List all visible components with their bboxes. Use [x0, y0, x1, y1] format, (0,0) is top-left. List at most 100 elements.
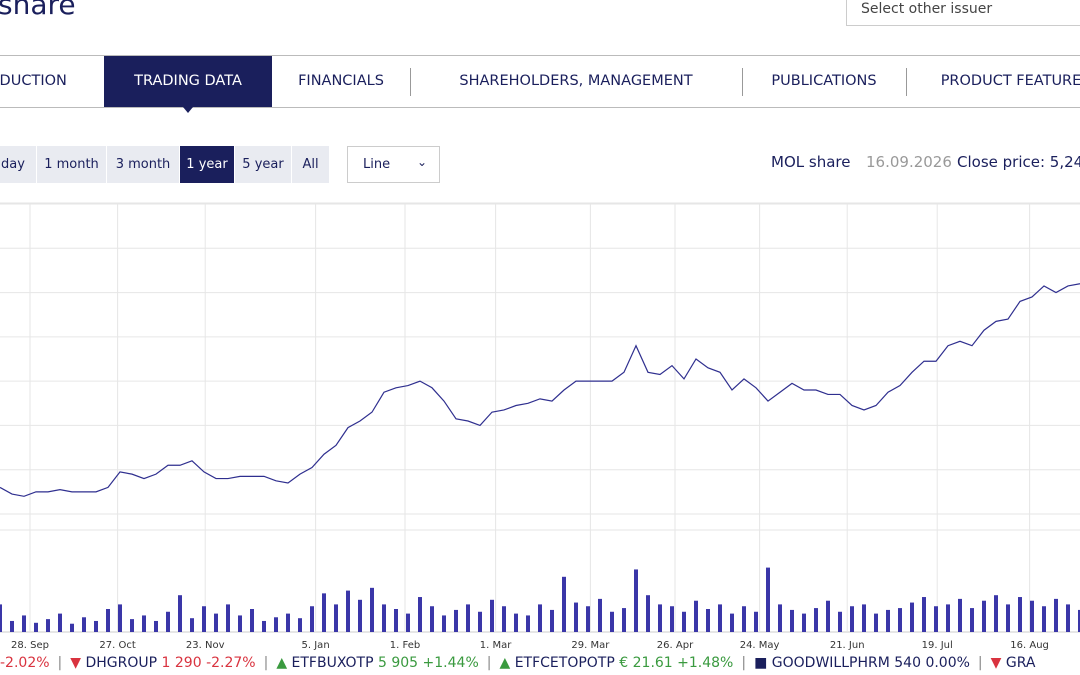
nav-tab[interactable]: TRADING DATA	[104, 56, 272, 107]
volume-bar	[646, 595, 650, 632]
volume-bar	[70, 623, 74, 632]
ticker-arrow: ▲	[499, 655, 515, 671]
tab-separator	[410, 68, 411, 96]
price-line	[0, 283, 1080, 497]
ticker-symbol: ETFCETOPOTP	[514, 655, 615, 671]
volume-bar	[718, 604, 722, 632]
volume-bar	[898, 608, 902, 632]
close-price: Close price: 5,240	[957, 153, 1080, 171]
volume-bar	[778, 604, 782, 632]
volume-bar	[226, 604, 230, 632]
volume-bar	[790, 609, 794, 632]
volume-bar	[982, 600, 986, 632]
volume-bar	[586, 606, 590, 632]
volume-bar	[514, 613, 518, 632]
volume-bar	[958, 598, 962, 632]
volume-bar	[1078, 609, 1080, 632]
volume-bar	[178, 595, 182, 632]
volume-bar	[10, 620, 14, 632]
ticker-item[interactable]: ▲ ETFCETOPOTP € 21.61 +1.48%	[499, 655, 733, 671]
volume-bar	[658, 604, 662, 632]
chevron: ⌄	[416, 155, 427, 169]
volume-bar	[946, 604, 950, 632]
volume-bar	[1030, 600, 1034, 632]
volume-bar	[598, 598, 602, 632]
volume-bar	[238, 615, 242, 632]
volume-bar	[118, 604, 122, 632]
ticker-item[interactable]: ▲ ETFBUXOTP 5 905 +1.44%	[276, 655, 478, 671]
volume-bar	[562, 576, 566, 632]
volume-bar	[622, 608, 626, 632]
volume-bar	[370, 587, 374, 632]
range-button[interactable]: All	[292, 146, 330, 183]
share-name: MOL share	[771, 153, 851, 171]
volume-bar	[826, 600, 830, 632]
ticker-item[interactable]: -2.02%	[0, 655, 50, 671]
issuer-select[interactable]: Select other issuer	[846, 0, 1080, 26]
range-button[interactable]: 1 month	[37, 146, 107, 183]
ticker-item[interactable]: ▼ GRA	[991, 655, 1036, 671]
volume-bar	[634, 569, 638, 632]
volume-bar	[922, 597, 926, 632]
x-tick-label: 1. Feb	[390, 640, 420, 650]
nav-tab[interactable]: ODUCTION	[0, 73, 67, 89]
ticker-separator: |	[263, 655, 269, 671]
volume-bar	[418, 597, 422, 632]
volume-bar	[250, 609, 254, 632]
volume-bar	[490, 599, 494, 632]
x-tick-label: 29. Mar	[571, 640, 610, 650]
ticker-symbol: GRA	[1005, 655, 1036, 671]
tab-separator	[742, 68, 743, 96]
volume-bar	[322, 593, 326, 632]
volume-bar	[874, 613, 878, 632]
chart: 28. Sep 27. Oct 23. Nov 5. Jan 1. Feb 1. Mar 2…	[0, 202, 1080, 650]
volume-bar	[502, 606, 506, 632]
volume-bar	[574, 602, 578, 632]
x-tick-label: 24. May	[740, 640, 780, 650]
ticker-arrow: ■	[754, 655, 772, 671]
ticker-item[interactable]: ▼ DHGROUP 1 290 -2.27%	[70, 655, 255, 671]
nav-tab[interactable]: PUBLICATIONS	[771, 73, 877, 89]
nav-tab[interactable]: FINANCIALS	[298, 73, 384, 89]
volume-bar	[58, 613, 62, 632]
volume-bar	[538, 604, 542, 632]
volume-bar	[1042, 606, 1046, 632]
ticker-separator: |	[57, 655, 63, 671]
page-title: share	[0, 0, 76, 21]
range-button[interactable]: 5 year	[235, 146, 292, 183]
x-tick-label: 16. Aug	[1010, 640, 1049, 650]
volume-bar	[406, 613, 410, 632]
ticker-separator: |	[977, 655, 983, 671]
range-button[interactable]: day	[0, 146, 37, 183]
volume-bar	[682, 611, 686, 632]
volume-bar	[286, 613, 290, 632]
ticker-change: +1.44%	[422, 655, 479, 671]
ticker-separator: |	[486, 655, 492, 671]
ticker-price: 540	[894, 655, 921, 671]
ticker-change: -2.27%	[206, 655, 256, 671]
volume-bar	[130, 619, 134, 632]
volume-bar	[262, 620, 266, 632]
volume-bar	[706, 609, 710, 632]
nav-tab[interactable]: SHAREHOLDERS, MANAGEMENT	[459, 73, 693, 89]
volume-bar	[466, 604, 470, 632]
volume-bar	[1054, 598, 1058, 632]
ticker-bar: -2.02% | ▼ DHGROUP 1 290 -2.27% | ▲ ETFBUXOT…	[0, 655, 1035, 671]
ticker-symbol: GOODWILLPHRM	[771, 655, 890, 671]
range-button[interactable]: 3 month	[107, 146, 180, 183]
x-tick-label: 23. Nov	[186, 640, 225, 650]
nav-tab[interactable]: PRODUCT FEATURE	[940, 73, 1080, 89]
range-button[interactable]: 1 year	[180, 146, 235, 183]
volume-bar	[1006, 604, 1010, 632]
select-value: Line	[363, 157, 391, 172]
ticker-change: 0.00%	[925, 655, 970, 671]
volume-bar	[1018, 597, 1022, 632]
volume-bar	[742, 606, 746, 632]
volume-bar	[190, 618, 194, 632]
volume-bar	[670, 606, 674, 632]
x-tick-label: 1. Mar	[480, 640, 512, 650]
ticker-item[interactable]: ■ GOODWILLPHRM 540 0.00%	[754, 655, 970, 671]
x-tick-label: 27. Oct	[99, 640, 135, 650]
x-tick-label: 5. Jan	[302, 640, 330, 650]
chart-type-select[interactable]: Line ⌄	[347, 146, 440, 183]
